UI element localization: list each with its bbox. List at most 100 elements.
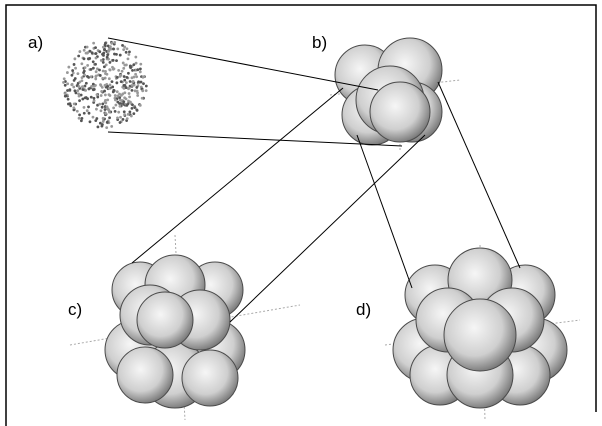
atom — [120, 80, 123, 83]
atom — [114, 110, 117, 113]
atom — [129, 66, 132, 69]
atom — [93, 97, 96, 100]
atom — [88, 87, 91, 90]
atom — [87, 58, 90, 61]
atom — [128, 87, 131, 90]
atom — [86, 51, 89, 54]
atom — [127, 113, 130, 116]
atom — [112, 107, 115, 110]
atom — [121, 93, 124, 96]
atom — [123, 110, 126, 113]
atom — [83, 106, 86, 109]
atom — [96, 93, 99, 96]
atom — [78, 113, 81, 116]
atom — [74, 67, 77, 70]
atom — [95, 57, 98, 60]
atom — [126, 117, 129, 120]
atom — [74, 89, 77, 92]
atom — [78, 99, 81, 102]
atom — [111, 86, 114, 89]
atom — [127, 57, 130, 60]
atom — [101, 103, 104, 106]
atom — [109, 84, 112, 87]
atom — [129, 80, 132, 83]
atom — [123, 64, 126, 67]
atom — [104, 112, 107, 115]
atom — [104, 108, 107, 111]
atom — [116, 90, 119, 93]
atom — [141, 97, 144, 100]
atom — [131, 107, 134, 110]
atom — [126, 47, 129, 50]
atom — [142, 76, 145, 79]
atom — [90, 96, 93, 99]
atom — [76, 72, 79, 75]
atom — [72, 106, 75, 109]
atom — [106, 121, 109, 124]
atom — [93, 99, 96, 102]
atom — [136, 94, 139, 97]
atom — [131, 69, 134, 72]
panel-label: a) — [28, 33, 43, 52]
atom — [71, 69, 74, 72]
atom — [115, 81, 118, 84]
atom — [106, 98, 109, 101]
atom — [78, 85, 81, 88]
atom — [121, 70, 124, 73]
atom — [128, 111, 131, 114]
atom — [109, 45, 112, 48]
atom — [108, 87, 111, 90]
atom — [101, 106, 104, 109]
atom — [94, 46, 97, 49]
atom — [62, 81, 65, 84]
figure: a) b) c) d) — [0, 0, 602, 426]
atom — [84, 89, 87, 92]
atom — [135, 62, 138, 65]
atom — [101, 53, 104, 56]
atom — [137, 80, 140, 83]
atom — [76, 89, 79, 92]
atom — [99, 74, 102, 77]
cluster-b — [335, 38, 442, 145]
atom — [78, 81, 81, 84]
atom — [114, 94, 117, 97]
atom — [73, 79, 76, 82]
atom — [76, 110, 79, 113]
page: a) b) c) d) (() => { const data = JSON.p… — [0, 0, 602, 426]
atom — [128, 92, 131, 95]
atom — [107, 109, 110, 112]
atom — [90, 75, 93, 78]
atom — [132, 112, 135, 115]
atom — [119, 74, 122, 77]
atom — [131, 89, 134, 92]
atom — [87, 106, 90, 109]
atom — [67, 66, 70, 69]
atom — [95, 117, 98, 120]
atom — [123, 79, 126, 82]
atom — [105, 126, 108, 129]
atom — [111, 80, 114, 83]
atom — [116, 76, 119, 79]
atom — [94, 63, 97, 66]
atom — [64, 84, 67, 87]
panel-label: d) — [356, 300, 371, 319]
atom — [101, 86, 104, 89]
atom — [81, 88, 84, 91]
atom — [86, 109, 89, 112]
atom — [135, 86, 138, 89]
atom — [114, 104, 117, 107]
atom — [139, 70, 142, 73]
atom — [92, 67, 95, 70]
atom — [83, 57, 86, 60]
atom — [67, 98, 70, 101]
atom — [116, 117, 119, 120]
atom — [80, 62, 83, 65]
atom — [74, 57, 77, 60]
atom — [63, 77, 66, 80]
atom — [100, 109, 103, 112]
atom — [106, 53, 109, 56]
atom — [113, 53, 116, 56]
atom — [113, 67, 116, 70]
atom — [117, 111, 120, 114]
atom — [86, 46, 89, 49]
